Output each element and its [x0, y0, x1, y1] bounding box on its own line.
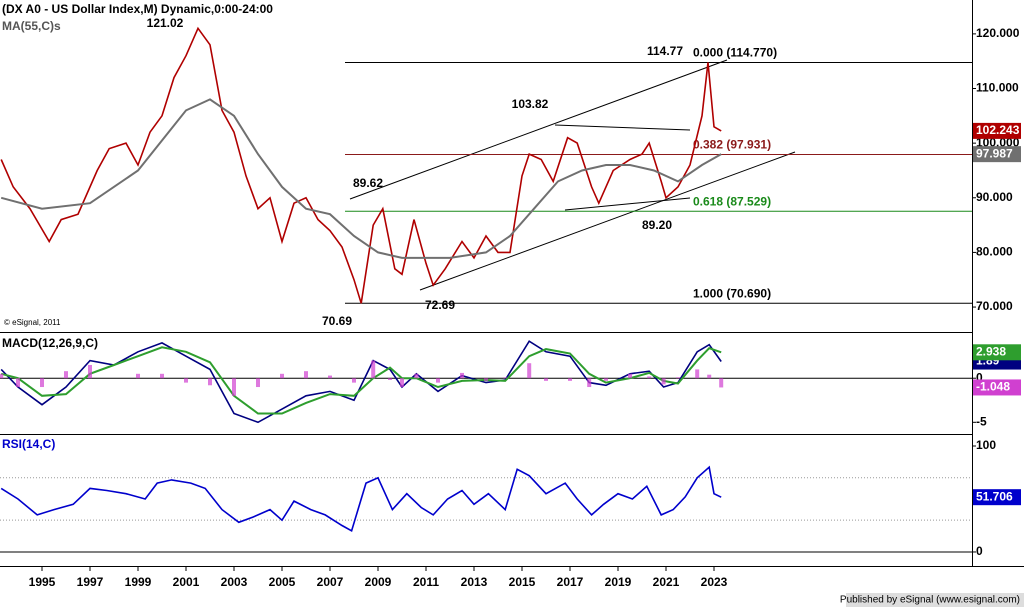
y-tick-label: 120.000: [976, 26, 1020, 40]
trend-line: [349, 59, 728, 200]
annotation: 114.77: [647, 44, 683, 58]
trend-line: [419, 151, 796, 291]
series-line: [0, 346, 722, 415]
histogram-bar: [527, 363, 532, 379]
x-tick-label: 2011: [413, 575, 439, 589]
value-label: 102.243: [976, 123, 1020, 137]
histogram-bar: [328, 375, 332, 379]
histogram-bar: [40, 378, 44, 388]
y-tick-label: 70.000: [976, 299, 1013, 313]
value-box: [973, 146, 1021, 163]
footer-box: [846, 593, 1024, 607]
ma-label: MA(55,C)s: [2, 19, 61, 33]
histogram-bar: [587, 378, 592, 388]
histogram-bar: [436, 378, 440, 383]
histogram-bar: [707, 374, 712, 379]
fib-label: 1.000 (70.690): [693, 286, 771, 300]
histogram-bar: [280, 373, 284, 379]
histogram-bar: [604, 378, 608, 381]
value-label: -1.048: [976, 380, 1010, 394]
x-tick-label: 2019: [605, 575, 632, 589]
fib-label: 0.382 (97.931): [693, 138, 771, 152]
x-tick-label: 2015: [509, 575, 536, 589]
annotation: 89.20: [642, 218, 672, 232]
histogram-bar: [388, 378, 392, 380]
value-label: 51.706: [976, 489, 1013, 503]
histogram-bar: [160, 373, 164, 379]
annotation: 70.69: [322, 314, 352, 328]
histogram-bar: [0, 373, 4, 379]
fib-label: 0.618 (87.529): [693, 194, 771, 208]
x-tick-label: 1995: [29, 575, 56, 589]
annotation: 72.69: [425, 298, 455, 312]
y-tick-label: 110.000: [976, 81, 1019, 95]
histogram-bar: [544, 378, 548, 381]
value-label: 97.987: [976, 146, 1013, 160]
y-tick-label: 0: [976, 544, 983, 558]
x-tick-label: 2023: [701, 575, 728, 589]
y-tick-label: 100: [976, 438, 996, 452]
histogram-bar: [628, 373, 632, 379]
copyright: © eSignal, 2011: [4, 318, 61, 327]
x-tick-label: 2007: [317, 575, 344, 589]
y-tick-label: 80.000: [976, 245, 1013, 259]
y-tick-label: -5: [976, 414, 987, 428]
x-tick-label: 2013: [461, 575, 488, 589]
histogram-bar: [484, 378, 488, 381]
histogram-bar: [88, 364, 92, 379]
x-tick-label: 2005: [269, 575, 296, 589]
histogram-bar: [16, 378, 20, 388]
histogram-bar: [256, 378, 260, 388]
histogram-bar: [208, 378, 212, 386]
rsi-title: RSI(14,C): [2, 437, 55, 451]
histogram-bar: [184, 378, 188, 383]
trend-line: [554, 124, 691, 131]
histogram-bar: [503, 377, 508, 379]
histogram-bar: [647, 376, 652, 379]
value-box: [973, 379, 1021, 396]
macd-title: MACD(12,26,9,C): [2, 336, 98, 350]
histogram-bar: [719, 378, 724, 388]
footer: Published by eSignal (www.esignal.com): [840, 595, 1020, 606]
histogram-bar: [371, 360, 376, 379]
x-tick-label: 2003: [221, 575, 248, 589]
histogram-bar: [232, 378, 236, 396]
histogram-bar: [64, 371, 68, 379]
histogram-bar: [460, 372, 464, 379]
histogram-bar: [695, 369, 700, 379]
fib-label: 0.000 (114.770): [693, 46, 777, 60]
x-tick-label: 2001: [173, 575, 200, 589]
histogram-bar: [661, 378, 666, 385]
y-tick-label: 90.000: [976, 190, 1013, 204]
x-tick-label: 1999: [125, 575, 152, 589]
series-line: [0, 340, 722, 424]
value-label: 2.938: [976, 344, 1006, 358]
trend-line: [564, 197, 691, 211]
value-box: [973, 122, 1021, 139]
x-tick-label: 2017: [557, 575, 584, 589]
annotation: 89.62: [353, 176, 383, 190]
x-tick-label: 2009: [365, 575, 392, 589]
x-tick-label: 1997: [77, 575, 104, 589]
histogram-bar: [676, 377, 680, 379]
histogram-bar: [414, 373, 419, 379]
series-line: [0, 465, 722, 532]
x-tick-label: 2021: [653, 575, 680, 589]
series-line: [0, 26, 722, 304]
value-box: [973, 344, 1021, 361]
chart-title: (DX A0 - US Dollar Index,M) Dynamic,0:00…: [2, 2, 273, 16]
histogram-bar: [304, 371, 308, 379]
histogram-bar: [400, 378, 404, 388]
annotation: 103.82: [512, 97, 549, 111]
annotation: 121.02: [147, 16, 184, 30]
value-box: [973, 489, 1021, 506]
y-tick-label: 0: [976, 370, 983, 384]
histogram-bar: [352, 378, 356, 383]
histogram-bar: [136, 373, 140, 379]
series-line: [0, 98, 722, 259]
histogram-bar: [568, 378, 572, 381]
